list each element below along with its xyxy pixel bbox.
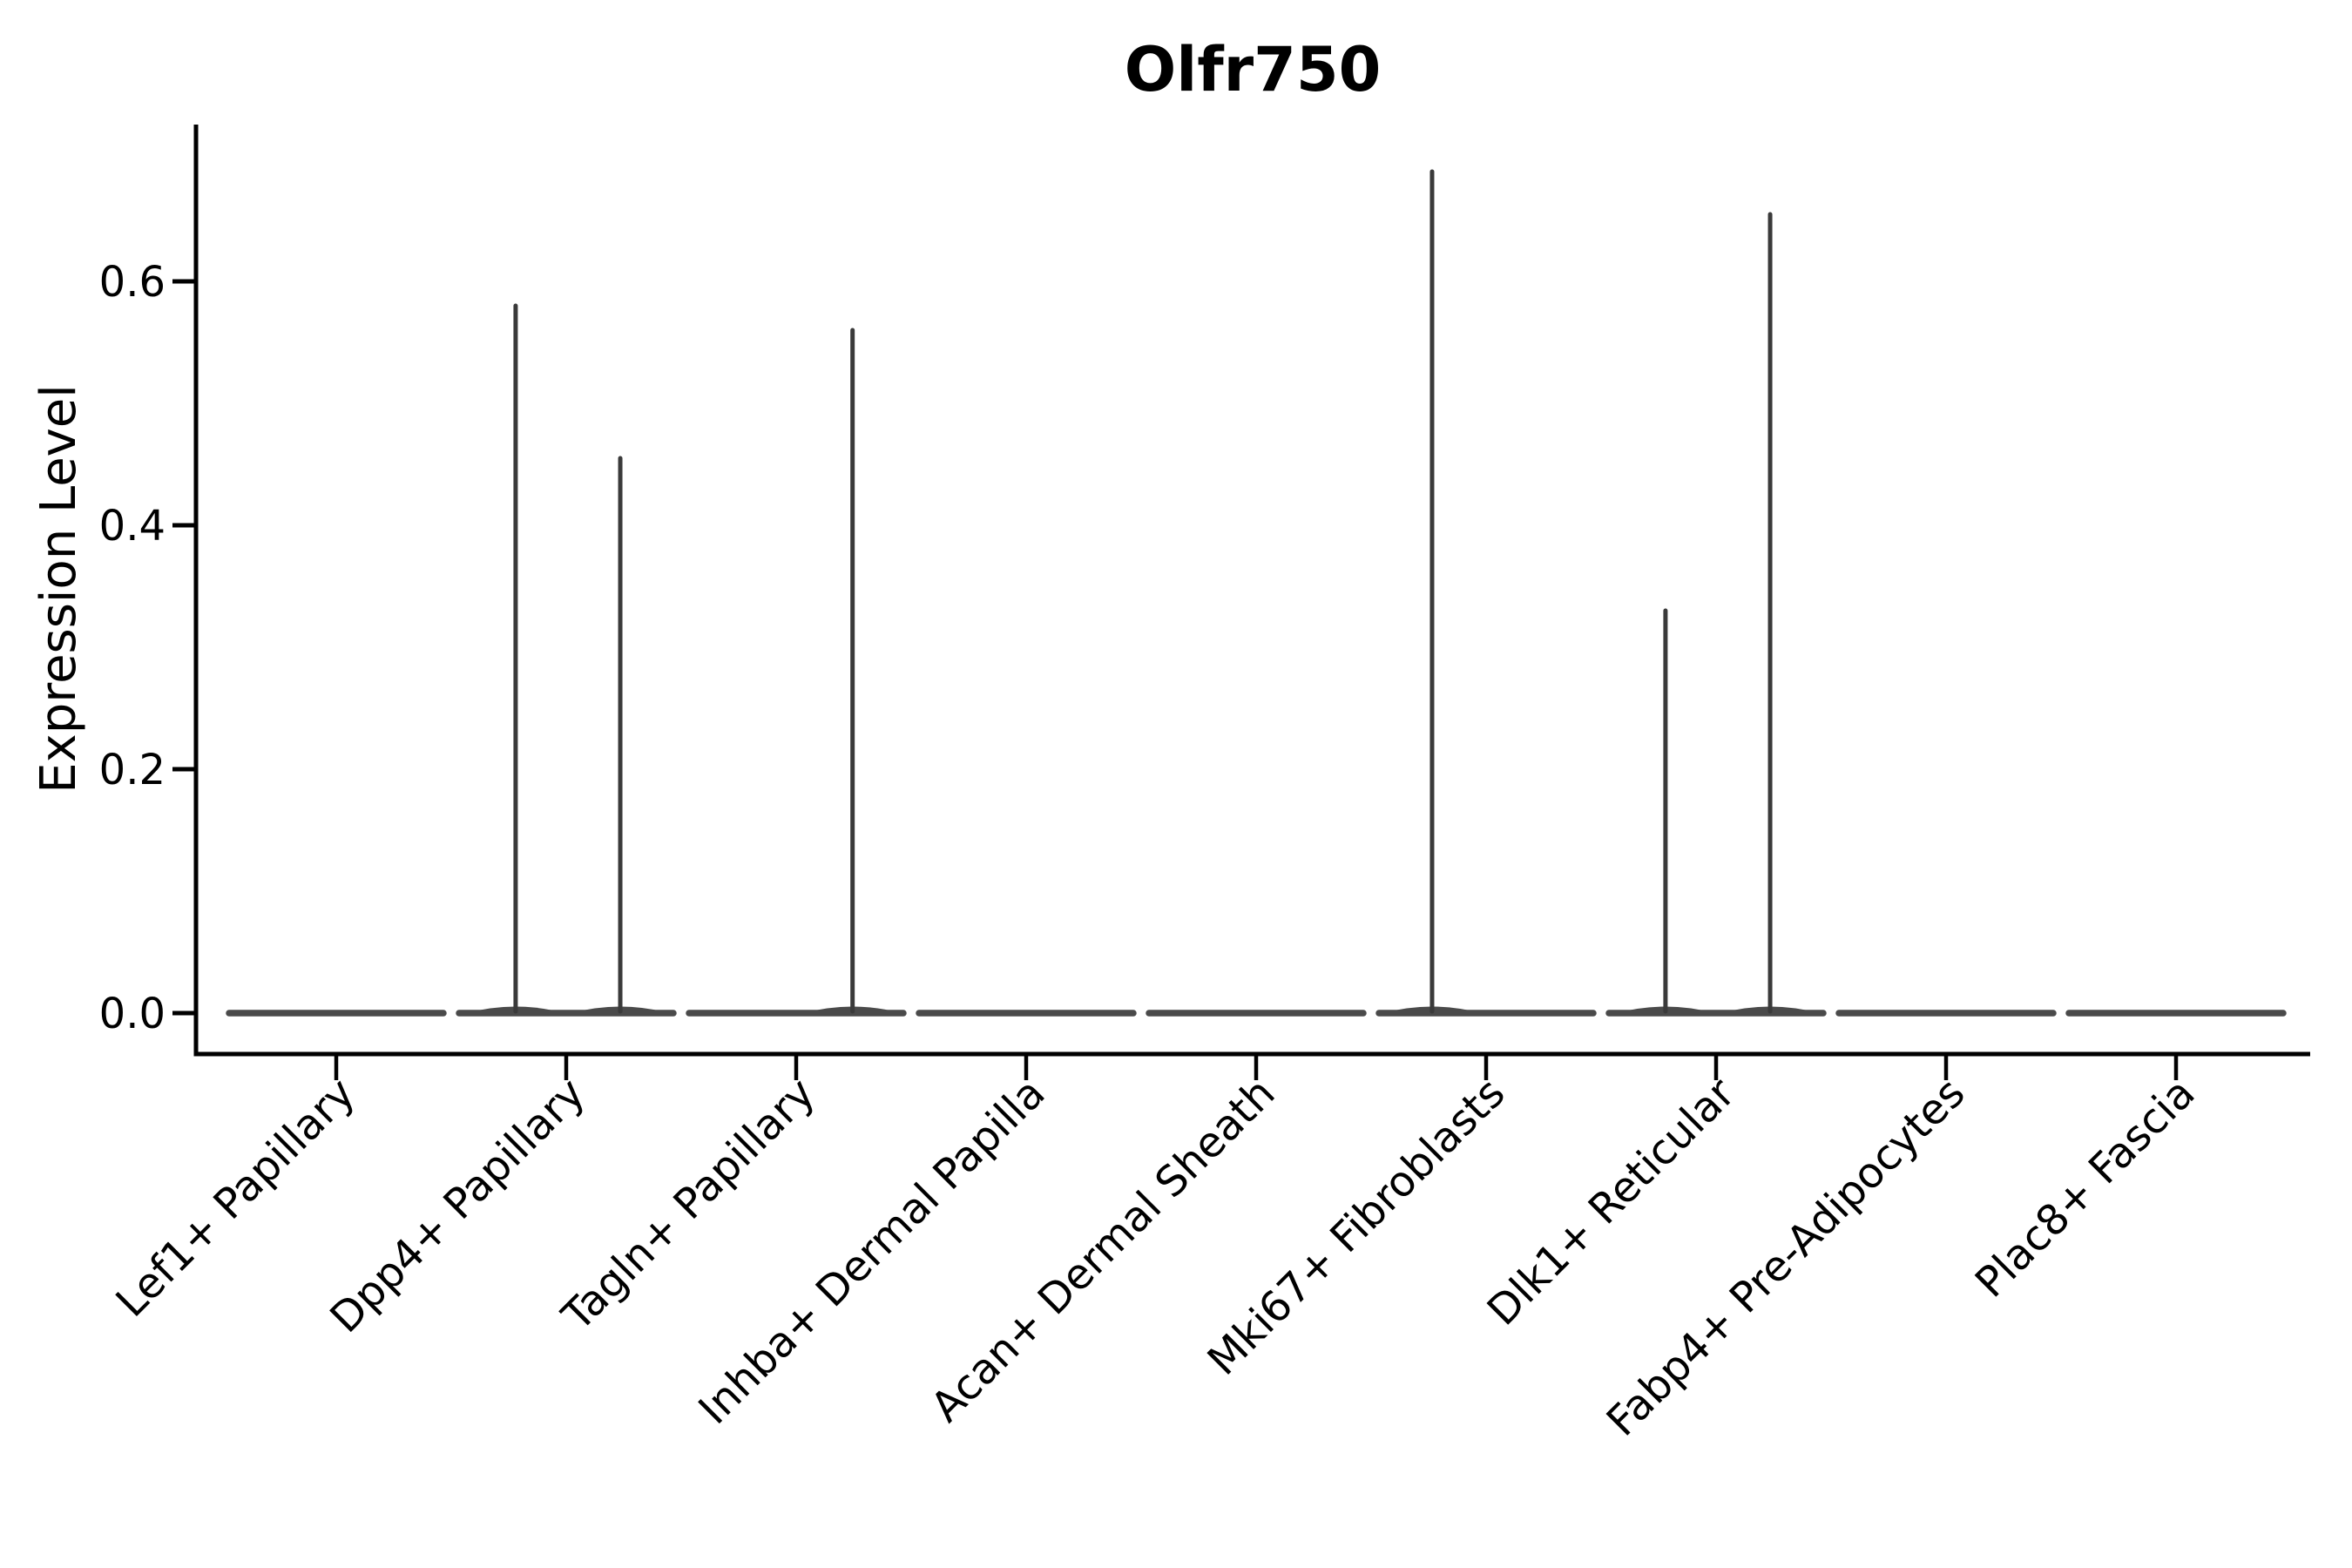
x-tick-label: Dlk1+ Reticular (1478, 1069, 1745, 1335)
y-axis-label: Expression Level (30, 384, 87, 794)
y-tick-label: 0.6 (99, 258, 166, 307)
violins-layer (226, 169, 2287, 1017)
x-tick-label: Tagln+ Papillary (552, 1069, 824, 1341)
x-tick-label: Plac8+ Fascia (1966, 1069, 2205, 1308)
y-tick-label: 0.4 (99, 502, 166, 551)
axes-layer (172, 125, 2310, 1080)
x-tick-label: Lef1+ Papillary (107, 1069, 365, 1327)
y-tick-label: 0.0 (99, 990, 166, 1038)
x-tick-label: Dpp4+ Papillary (321, 1069, 594, 1342)
chart-title: Olfr750 (1125, 34, 1382, 105)
y-tick-label: 0.2 (99, 746, 166, 794)
